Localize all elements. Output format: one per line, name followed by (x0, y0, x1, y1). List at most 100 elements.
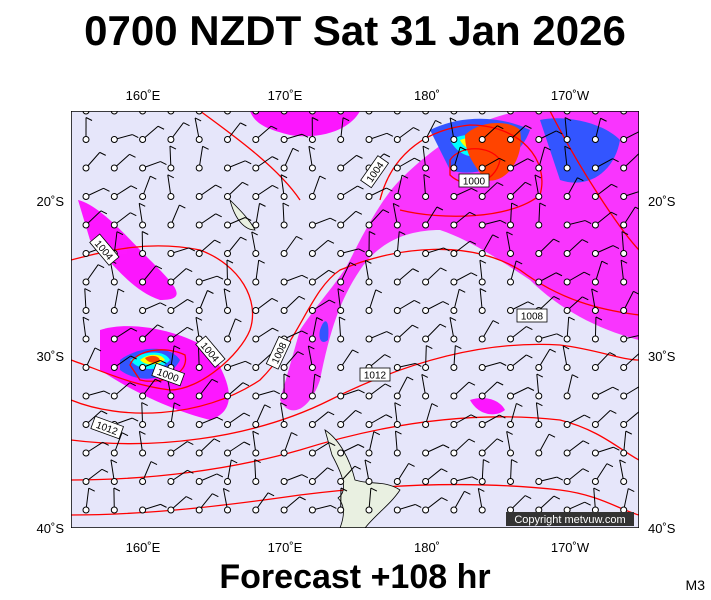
wind-barb (639, 411, 645, 414)
wind-barb (593, 488, 596, 511)
wind-barb (298, 295, 306, 300)
wind-barb (499, 219, 507, 224)
wind-barb (327, 467, 334, 472)
wind-barb (564, 145, 571, 150)
wind-barb (468, 381, 476, 386)
station (337, 364, 345, 371)
station (535, 364, 543, 371)
wind-barb (381, 93, 387, 96)
wind-barb (280, 402, 285, 425)
station (139, 335, 147, 343)
wind-barb (82, 317, 87, 340)
wind-barb (392, 203, 398, 226)
station (82, 335, 90, 343)
wind-barb (397, 111, 399, 112)
station (110, 506, 118, 514)
station (365, 307, 373, 314)
lon-labels-top: 160˚E 170˚E 180˚ 170˚W (126, 88, 590, 103)
station (393, 278, 401, 286)
station (563, 250, 571, 257)
wind-barb (613, 446, 620, 451)
wind-barb (167, 174, 172, 197)
wind-barb (412, 268, 419, 273)
wind-barb (568, 316, 575, 321)
wind-barb (213, 438, 221, 443)
station (280, 421, 288, 428)
lon-label: 160˚E (126, 88, 161, 103)
station (337, 278, 345, 286)
wind-barb (414, 157, 421, 162)
wind-barb (384, 383, 392, 388)
station (308, 221, 316, 229)
station (422, 478, 430, 485)
wind-barb (170, 345, 175, 368)
station (478, 278, 486, 286)
lon-label: 180˚ (414, 540, 440, 555)
wind-barb (455, 345, 462, 350)
model-label: M3 (686, 577, 706, 593)
lat-label: 20˚S (37, 194, 65, 209)
station (535, 193, 543, 200)
wind-barb (383, 153, 391, 158)
station (280, 449, 288, 457)
wind-barb (610, 409, 617, 414)
wind-barb (342, 117, 350, 122)
station (224, 478, 231, 485)
wind-barb (170, 204, 180, 226)
wind-barb (479, 288, 483, 311)
station (110, 392, 118, 400)
station (280, 364, 288, 371)
station (252, 478, 260, 485)
station (167, 250, 175, 257)
station (139, 364, 147, 371)
station (535, 335, 543, 343)
wind-barb (150, 461, 158, 466)
wind-barb (492, 320, 500, 325)
station (507, 136, 514, 143)
wind-barb (510, 203, 513, 226)
station (308, 136, 316, 143)
station (110, 335, 118, 343)
wind-barb (478, 487, 485, 492)
wind-barb (611, 183, 618, 188)
wind-barb (100, 210, 108, 215)
station (224, 136, 231, 143)
wind-barb (442, 444, 450, 449)
wind-barb (174, 402, 181, 407)
wind-barb (394, 402, 402, 407)
station (82, 392, 90, 400)
wind-barb (130, 212, 137, 217)
station (308, 250, 316, 257)
station (252, 136, 260, 143)
station (507, 193, 514, 200)
wind-barb (141, 402, 148, 406)
wind-barb (85, 111, 86, 112)
wind-barb (354, 465, 361, 470)
forecast-label: Forecast +108 hr (219, 558, 490, 596)
station (337, 421, 345, 428)
station (393, 478, 401, 485)
wind-barb (368, 431, 375, 454)
wind-barb (170, 122, 184, 140)
station (422, 364, 430, 371)
wind-barb (408, 463, 415, 467)
wind-barb (301, 474, 309, 479)
wind-barb (527, 301, 535, 306)
wind-barb (496, 438, 504, 443)
wind-barb (299, 496, 306, 501)
wind-barb (584, 220, 592, 225)
wind-barb (382, 209, 390, 214)
station (167, 221, 175, 229)
station (393, 421, 401, 428)
station (365, 506, 373, 514)
wind-barb (267, 492, 275, 497)
wind-barb (453, 491, 465, 511)
station (195, 421, 203, 428)
wind-barb (314, 373, 321, 378)
station (280, 221, 288, 229)
wind-barb (470, 272, 478, 277)
wind-barb (535, 402, 540, 425)
wind-barb (516, 403, 523, 407)
wind-barb (244, 217, 252, 221)
